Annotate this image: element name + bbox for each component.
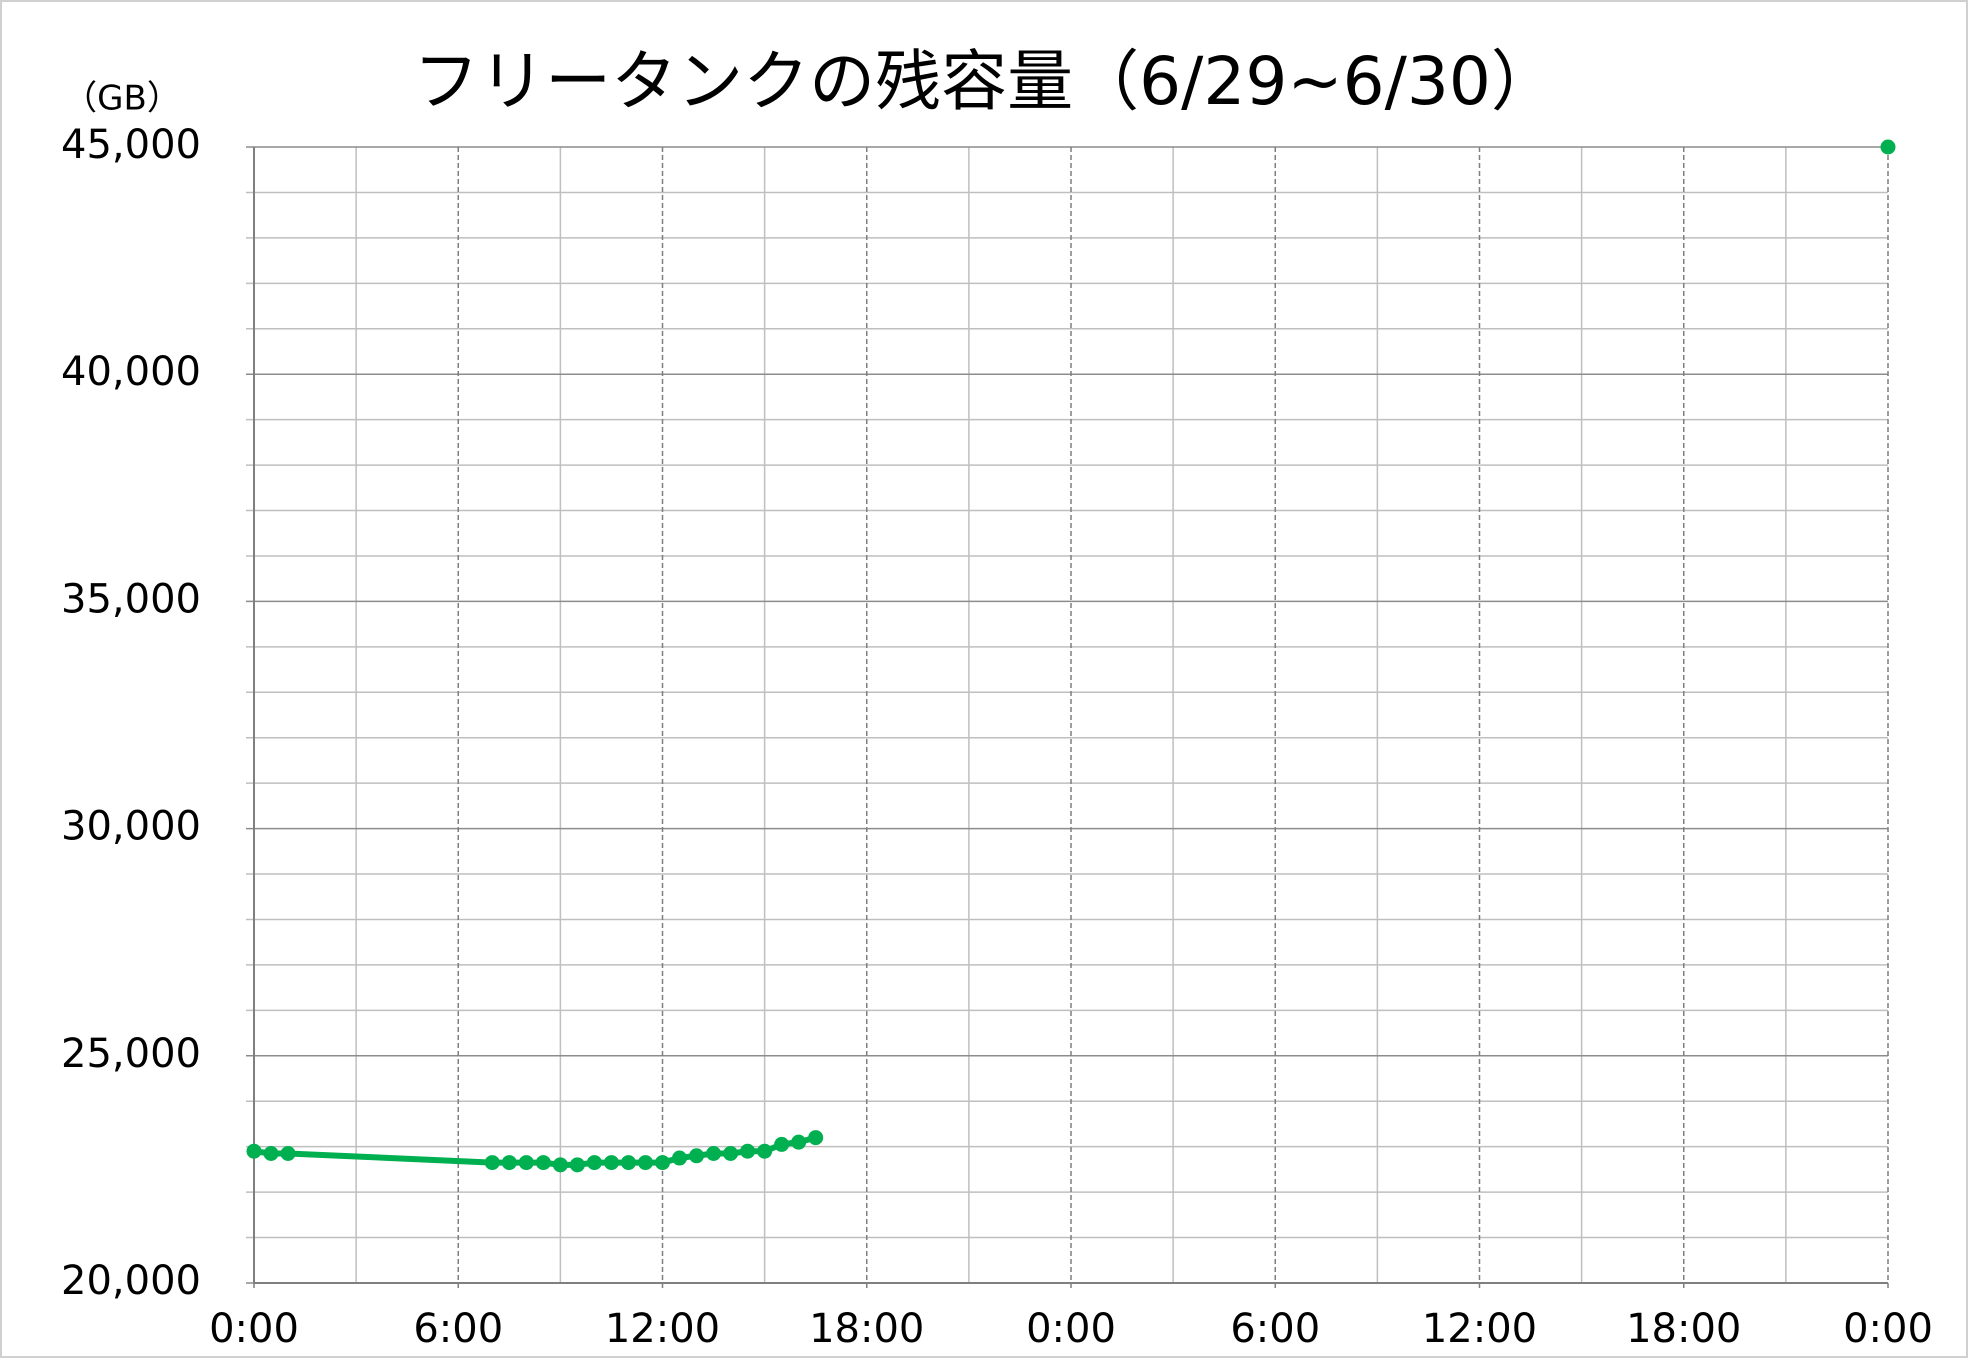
data-point <box>484 1155 500 1171</box>
data-point <box>706 1145 722 1161</box>
data-point <box>603 1155 619 1171</box>
x-tick-label: 0:00 <box>1843 1306 1933 1352</box>
y-tick-label: 35,000 <box>61 576 201 622</box>
y-tick-label: 45,000 <box>61 122 201 168</box>
data-point <box>774 1136 790 1152</box>
x-tick-label: 18:00 <box>1626 1306 1741 1352</box>
data-point <box>672 1150 688 1166</box>
data-point <box>655 1155 670 1171</box>
data-point <box>791 1134 807 1150</box>
y-tick-label: 25,000 <box>61 1031 201 1077</box>
data-point <box>280 1145 296 1161</box>
x-tick-label: 18:00 <box>809 1306 924 1352</box>
x-tick-label: 6:00 <box>1230 1306 1320 1352</box>
data-point <box>808 1130 824 1146</box>
data-point <box>1880 139 1896 155</box>
data-point <box>518 1155 534 1171</box>
x-tick-label: 6:00 <box>413 1306 503 1352</box>
y-tick-label: 20,000 <box>61 1258 201 1304</box>
y-tick-label: 40,000 <box>61 349 201 395</box>
y-tick-label: 30,000 <box>61 804 201 850</box>
data-point <box>501 1155 517 1171</box>
data-point <box>757 1143 773 1159</box>
chart-title: フリータンクの残容量（6/29~6/30） <box>413 43 1557 120</box>
x-tick-label: 0:00 <box>209 1306 299 1352</box>
data-point <box>620 1155 636 1171</box>
data-point <box>569 1157 585 1173</box>
x-tick-label: 12:00 <box>1422 1306 1537 1352</box>
data-point <box>535 1155 551 1171</box>
data-point <box>263 1145 279 1161</box>
data-point <box>723 1145 739 1161</box>
x-tick-label: 12:00 <box>605 1306 720 1352</box>
data-point <box>740 1143 756 1159</box>
data-point <box>689 1148 705 1164</box>
data-point <box>246 1143 262 1159</box>
data-point <box>552 1157 568 1173</box>
data-point <box>586 1155 602 1171</box>
x-tick-label: 0:00 <box>1026 1306 1116 1352</box>
y-unit: （GB） <box>63 79 181 119</box>
data-point <box>637 1155 653 1171</box>
